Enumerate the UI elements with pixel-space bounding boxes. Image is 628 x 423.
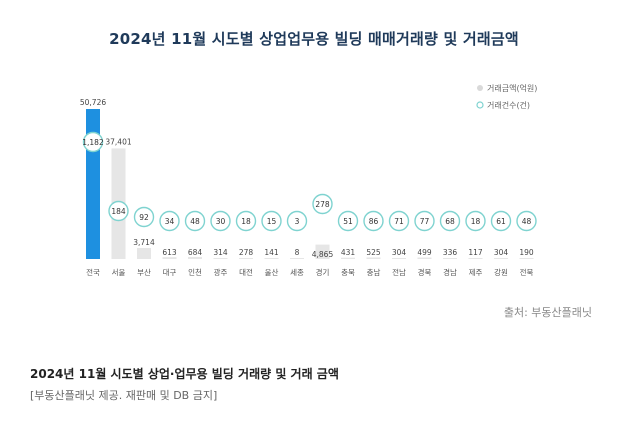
x-tick-label: 전국 xyxy=(86,267,100,277)
bar-0 xyxy=(86,109,100,259)
count-value-label: 48 xyxy=(522,217,532,226)
count-value-label: 34 xyxy=(165,217,175,226)
page-title: 2024년 11월 시도별 상업업무용 빌딩 매매거래량 및 거래금액 xyxy=(109,30,519,48)
legend-label-count: 거래건수(건) xyxy=(487,100,530,110)
count-marker-11 xyxy=(363,210,384,232)
x-tick-label: 울산 xyxy=(265,267,279,277)
bar-15 xyxy=(468,258,483,259)
bar-17 xyxy=(519,258,534,259)
x-tick-label: 충남 xyxy=(367,268,381,277)
x-tick-label: 대구 xyxy=(163,268,177,277)
bar-value-label: 304 xyxy=(494,248,509,257)
count-marker-3 xyxy=(159,210,180,232)
bar-value-label: 117 xyxy=(468,248,483,257)
bar-value-label: 50,726 xyxy=(80,98,106,107)
count-value-label: 92 xyxy=(139,213,149,222)
count-value-label: 18 xyxy=(241,217,251,226)
count-value-label: 3 xyxy=(295,217,300,226)
bar-value-label: 613 xyxy=(162,248,177,257)
bar-value-label: 190 xyxy=(519,248,534,257)
bar-8 xyxy=(290,258,304,259)
bar-6 xyxy=(239,258,253,259)
bar-16 xyxy=(494,258,508,259)
bar-7 xyxy=(264,258,279,259)
count-value-label: 51 xyxy=(343,217,353,226)
bar-value-label: 431 xyxy=(341,248,356,257)
bar-11 xyxy=(366,257,381,259)
x-tick-label: 대전 xyxy=(239,267,253,277)
bar-value-label: 3,714 xyxy=(133,238,155,247)
bar-14 xyxy=(443,258,457,259)
count-value-label: 77 xyxy=(420,217,430,226)
bar-5 xyxy=(213,258,228,259)
bar-value-label: 314 xyxy=(213,248,228,257)
bar-13 xyxy=(417,257,432,259)
count-marker-6 xyxy=(235,210,257,232)
count-marker-14 xyxy=(439,210,461,232)
bar-12 xyxy=(392,258,406,259)
bar-4 xyxy=(188,256,202,259)
count-marker-17 xyxy=(516,210,537,232)
count-marker-10 xyxy=(337,210,359,232)
count-marker-13 xyxy=(414,210,435,232)
count-value-label: 68 xyxy=(445,217,455,226)
count-value-label: 184 xyxy=(111,207,126,216)
count-marker-2 xyxy=(133,206,155,228)
bar-value-label: 278 xyxy=(239,248,254,257)
x-tick-label: 경기 xyxy=(316,267,330,277)
x-tick-label: 충북 xyxy=(341,268,355,277)
x-tick-label: 경북 xyxy=(418,267,432,277)
count-marker-0 xyxy=(82,131,104,153)
count-marker-4 xyxy=(184,210,206,232)
bar-value-label: 8 xyxy=(295,248,300,257)
count-value-label: 278 xyxy=(315,200,330,209)
source-credit: 출처: 부동산플래닛 xyxy=(503,306,592,319)
bar-value-label: 37,401 xyxy=(105,137,131,146)
count-marker-16 xyxy=(490,210,512,232)
legend-label-amount: 거래금액(억원) xyxy=(487,83,537,93)
x-tick-label: 세종 xyxy=(290,268,304,277)
caption-title: 2024년 11월 시도별 상업·업무용 빌딩 거래량 및 거래 금액 xyxy=(30,367,339,381)
count-value-label: 86 xyxy=(369,217,379,226)
legend-swatch-amount xyxy=(477,85,483,91)
bar-3 xyxy=(162,257,177,259)
legend-swatch-count xyxy=(476,101,484,109)
x-tick-label: 전북 xyxy=(520,267,534,277)
x-tick-label: 부산 xyxy=(137,267,151,277)
bar-value-label: 4,865 xyxy=(312,250,334,259)
count-value-label: 61 xyxy=(496,217,506,226)
count-marker-1 xyxy=(108,200,129,222)
x-tick-label: 광주 xyxy=(214,267,228,277)
x-tick-label: 강원 xyxy=(494,267,508,277)
x-tick-label: 전남 xyxy=(392,267,406,277)
count-marker-5 xyxy=(210,210,231,232)
count-value-label: 71 xyxy=(394,217,404,226)
bar-10 xyxy=(341,257,355,259)
count-value-label: 15 xyxy=(267,217,277,226)
bar-value-label: 141 xyxy=(264,248,279,257)
bar-2 xyxy=(137,248,151,259)
count-marker-8 xyxy=(286,210,308,232)
caption-note: [부동산플래닛 제공. 재판매 및 DB 금지] xyxy=(30,389,218,402)
x-tick-label: 제주 xyxy=(469,268,483,277)
count-marker-9 xyxy=(312,193,333,215)
x-tick-label: 서울 xyxy=(112,268,126,277)
x-tick-label: 경남 xyxy=(443,267,457,277)
count-marker-7 xyxy=(261,210,282,232)
bar-value-label: 499 xyxy=(417,248,432,257)
count-marker-12 xyxy=(388,210,410,232)
x-tick-label: 인천 xyxy=(188,267,202,277)
count-marker-15 xyxy=(465,210,486,232)
chart-legend: 거래금액(억원) 거래건수(건) xyxy=(476,83,537,110)
count-value-label: 48 xyxy=(190,217,200,226)
count-value-label: 1,182 xyxy=(82,138,104,147)
bar-value-label: 684 xyxy=(188,248,203,257)
count-value-label: 30 xyxy=(216,217,226,226)
bar-value-label: 304 xyxy=(392,248,407,257)
count-value-label: 18 xyxy=(471,217,481,226)
bar-value-label: 525 xyxy=(366,248,381,257)
bar-value-label: 336 xyxy=(443,248,458,257)
bar-9 xyxy=(315,244,330,259)
